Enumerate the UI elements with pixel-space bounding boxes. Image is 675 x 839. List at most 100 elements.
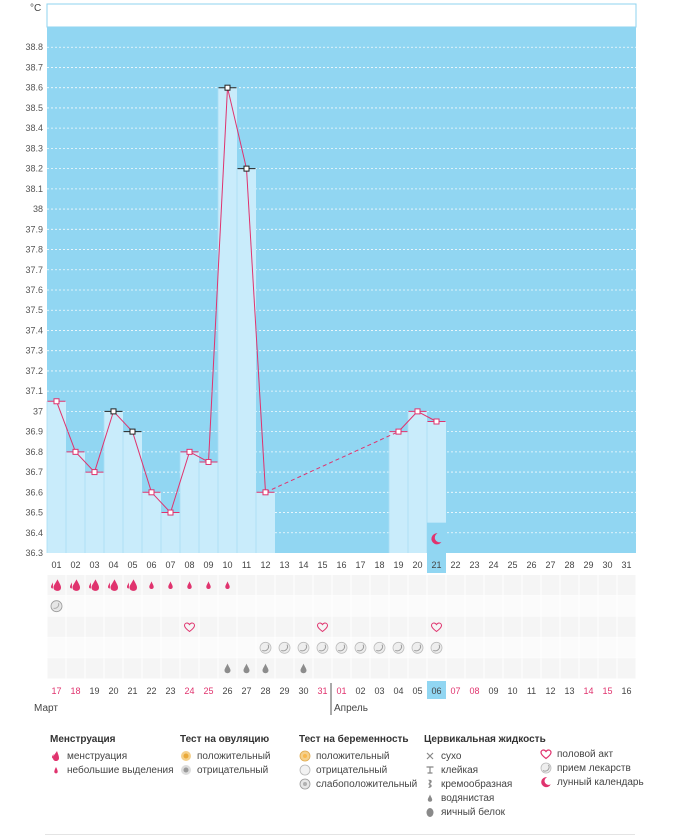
temperature-bar — [161, 512, 180, 553]
plot-background: °C — [30, 3, 637, 553]
calendar-date-label: 20 — [108, 686, 118, 696]
calendar-date-label: 09 — [488, 686, 498, 696]
weak-pregnancy-icon — [299, 778, 311, 792]
temperature-point — [148, 489, 155, 496]
legend-item: половой акт — [540, 748, 644, 762]
ovulation-icon-detail — [53, 603, 60, 609]
temperature-bar — [66, 451, 85, 553]
creamy-icon — [424, 778, 436, 792]
legend-item: водянистая — [424, 792, 546, 806]
calendar-date-label: 06 — [431, 686, 441, 696]
y-tick-label: 38.3 — [25, 143, 43, 153]
temperature-bar — [104, 411, 123, 553]
negative-pregnancy-icon — [299, 764, 311, 778]
cycle-day-label: 24 — [488, 560, 498, 570]
temperature-bar — [256, 492, 275, 553]
legend-item: кремообразная — [424, 778, 546, 792]
temperature-segment — [113, 411, 133, 432]
legend-label: кремообразная — [441, 779, 513, 790]
temperature-point — [395, 428, 402, 435]
temperature-point — [224, 84, 231, 91]
temperature-point — [205, 458, 212, 465]
y-tick-label: 38.4 — [25, 123, 43, 133]
calendar-date-label: 11 — [527, 686, 536, 696]
heart-icon — [183, 622, 196, 633]
positive-ovulation-icon — [180, 750, 192, 764]
temperature-segment — [170, 451, 190, 513]
light-drop-icon — [206, 581, 211, 589]
y-tick-label: 38.1 — [25, 184, 43, 194]
pill-icon — [430, 641, 443, 654]
heart-icon — [316, 622, 329, 633]
y-tick-label: 36.8 — [25, 447, 43, 457]
calendar-date-label: 02 — [355, 686, 365, 696]
y-tick-label: 37.3 — [25, 346, 43, 356]
legend-item: отрицательный — [299, 764, 417, 778]
today-date-highlight — [427, 681, 446, 699]
legend-title: Цервикальная жидкость — [424, 734, 546, 745]
temperature-segment — [151, 491, 171, 513]
egg-white-icon — [424, 806, 436, 820]
legend-label: яичный белок — [441, 807, 506, 818]
symptom-row-bg — [47, 658, 636, 679]
pill-icon — [259, 641, 272, 654]
dry-icon — [424, 750, 436, 764]
x-axis-cycle-days: 01 02 03 04 05 06 07 08 09 10 11 12 13 14 15 16 17 18 19 20… — [51, 553, 632, 573]
legend-label: положительный — [316, 751, 390, 762]
heavy-drop-icon — [89, 579, 99, 591]
pill-icon — [278, 641, 291, 654]
calendar-date-label: 12 — [545, 686, 555, 696]
calendar-date-label: 29 — [279, 686, 289, 696]
light-drop-icon — [225, 581, 230, 589]
temperature-bar — [237, 168, 256, 553]
legend-label: отрицательный — [197, 765, 269, 776]
negative-ovulation-icon — [50, 600, 63, 613]
cycle-day-label: 06 — [146, 560, 156, 570]
unit-label: °C — [30, 3, 41, 14]
temperature-segment — [417, 410, 437, 422]
y-tick-label: 37 — [33, 406, 43, 416]
temperature-points — [47, 84, 446, 516]
y-tick-label: 36.5 — [25, 508, 43, 518]
pill-icon-detail — [395, 644, 402, 652]
calendar-date-label: 28 — [260, 686, 270, 696]
heart-icon — [430, 622, 443, 633]
y-axis: 36.3 36.4 36.5 36.6 36.7 36.8 36.9 37 37.1 37.2 37… — [25, 42, 43, 558]
cycle-day-label: 25 — [507, 560, 517, 570]
legend-title: Тест на овуляцию — [180, 734, 270, 745]
pill-icon — [373, 641, 386, 654]
temperature-bar — [408, 411, 427, 553]
legend-item: небольшие выделения — [50, 764, 174, 778]
cycle-day-label: 03 — [89, 560, 99, 570]
legend-item: слабоположительный — [299, 778, 417, 792]
y-tick-label: 37.9 — [25, 224, 43, 234]
cycle-day-label: 23 — [469, 560, 479, 570]
calendar-date-label: 21 — [127, 686, 137, 696]
legend-label: менструация — [67, 751, 128, 762]
temperature-bar — [218, 87, 237, 553]
y-tick-label: 38 — [33, 204, 43, 214]
temperature-segment — [132, 431, 152, 493]
legend-label: сухо — [441, 751, 462, 762]
light-drop-icon — [187, 581, 192, 589]
legend-label: клейкая — [441, 765, 479, 776]
cycle-day-label: 17 — [355, 560, 365, 570]
y-tick-label: 38.6 — [25, 83, 43, 93]
legend-menstruation: Менструация менструация небольшие выделе… — [50, 734, 174, 778]
heavy-drop-icon — [51, 579, 61, 591]
temperature-point — [91, 469, 98, 476]
temperature-point — [167, 509, 174, 516]
y-tick-label: 36.9 — [25, 427, 43, 437]
calendar-date-label: 16 — [621, 686, 631, 696]
legend-other: половой акт прием лекарств лунный календ… — [540, 748, 644, 790]
calendar-date-label: 23 — [165, 686, 175, 696]
cycle-day-label: 20 — [412, 560, 422, 570]
month-label: Апрель — [334, 703, 368, 714]
symptom-row-bg — [47, 616, 636, 638]
calendar-date-label: 22 — [146, 686, 156, 696]
pill-icon — [335, 641, 348, 654]
calendar-date-label: 25 — [203, 686, 213, 696]
sticky-icon — [424, 764, 436, 778]
pill-icon-detail — [281, 644, 288, 652]
cycle-day-label: 10 — [222, 560, 232, 570]
